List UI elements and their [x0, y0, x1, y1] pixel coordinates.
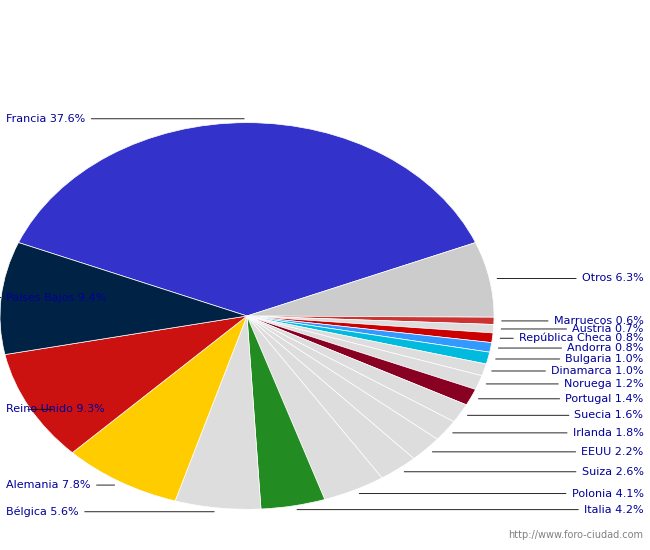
Text: Italia 4.2%: Italia 4.2% — [297, 505, 644, 515]
Wedge shape — [247, 316, 466, 422]
Wedge shape — [72, 316, 247, 501]
Text: EEUU 2.2%: EEUU 2.2% — [432, 447, 644, 457]
Wedge shape — [247, 316, 476, 405]
Text: Francia 37.6%: Francia 37.6% — [6, 114, 244, 124]
Text: Portugal 1.4%: Portugal 1.4% — [478, 394, 644, 404]
Wedge shape — [0, 243, 247, 355]
Wedge shape — [247, 316, 486, 376]
Text: Pineda de Mar - Turistas extranjeros según país - Abril de 2024: Pineda de Mar - Turistas extranjeros seg… — [95, 13, 555, 29]
Text: Suiza 2.6%: Suiza 2.6% — [404, 467, 644, 477]
Text: Bélgica 5.6%: Bélgica 5.6% — [6, 507, 214, 517]
Wedge shape — [247, 243, 494, 317]
Text: República Checa 0.8%: República Checa 0.8% — [500, 333, 644, 344]
Text: Dinamarca 1.0%: Dinamarca 1.0% — [491, 366, 644, 376]
Wedge shape — [247, 316, 491, 352]
Wedge shape — [247, 316, 489, 364]
Wedge shape — [247, 316, 454, 439]
Text: Irlanda 1.8%: Irlanda 1.8% — [452, 428, 644, 438]
Wedge shape — [247, 316, 493, 343]
Text: Países Bajos 9.4%: Países Bajos 9.4% — [0, 292, 107, 302]
Text: Suecia 1.6%: Suecia 1.6% — [467, 410, 644, 420]
Text: Marruecos 0.6%: Marruecos 0.6% — [502, 316, 644, 326]
Wedge shape — [18, 123, 476, 316]
Text: Reino Unido 9.3%: Reino Unido 9.3% — [6, 404, 105, 414]
Wedge shape — [247, 316, 325, 509]
Wedge shape — [247, 316, 437, 459]
Text: Otros 6.3%: Otros 6.3% — [497, 273, 644, 283]
Text: Alemania 7.8%: Alemania 7.8% — [6, 480, 114, 490]
Text: http://www.foro-ciudad.com: http://www.foro-ciudad.com — [508, 530, 644, 540]
Text: Polonia 4.1%: Polonia 4.1% — [359, 488, 644, 499]
Wedge shape — [5, 316, 247, 453]
Wedge shape — [247, 316, 414, 478]
Text: Austria 0.7%: Austria 0.7% — [501, 324, 644, 334]
Text: Bulgaria 1.0%: Bulgaria 1.0% — [496, 354, 644, 364]
Text: Andorra 0.8%: Andorra 0.8% — [499, 343, 644, 353]
Wedge shape — [247, 316, 382, 499]
Wedge shape — [247, 316, 494, 324]
Wedge shape — [247, 316, 494, 333]
Wedge shape — [247, 316, 482, 389]
Text: Noruega 1.2%: Noruega 1.2% — [486, 379, 644, 389]
Wedge shape — [175, 316, 261, 509]
